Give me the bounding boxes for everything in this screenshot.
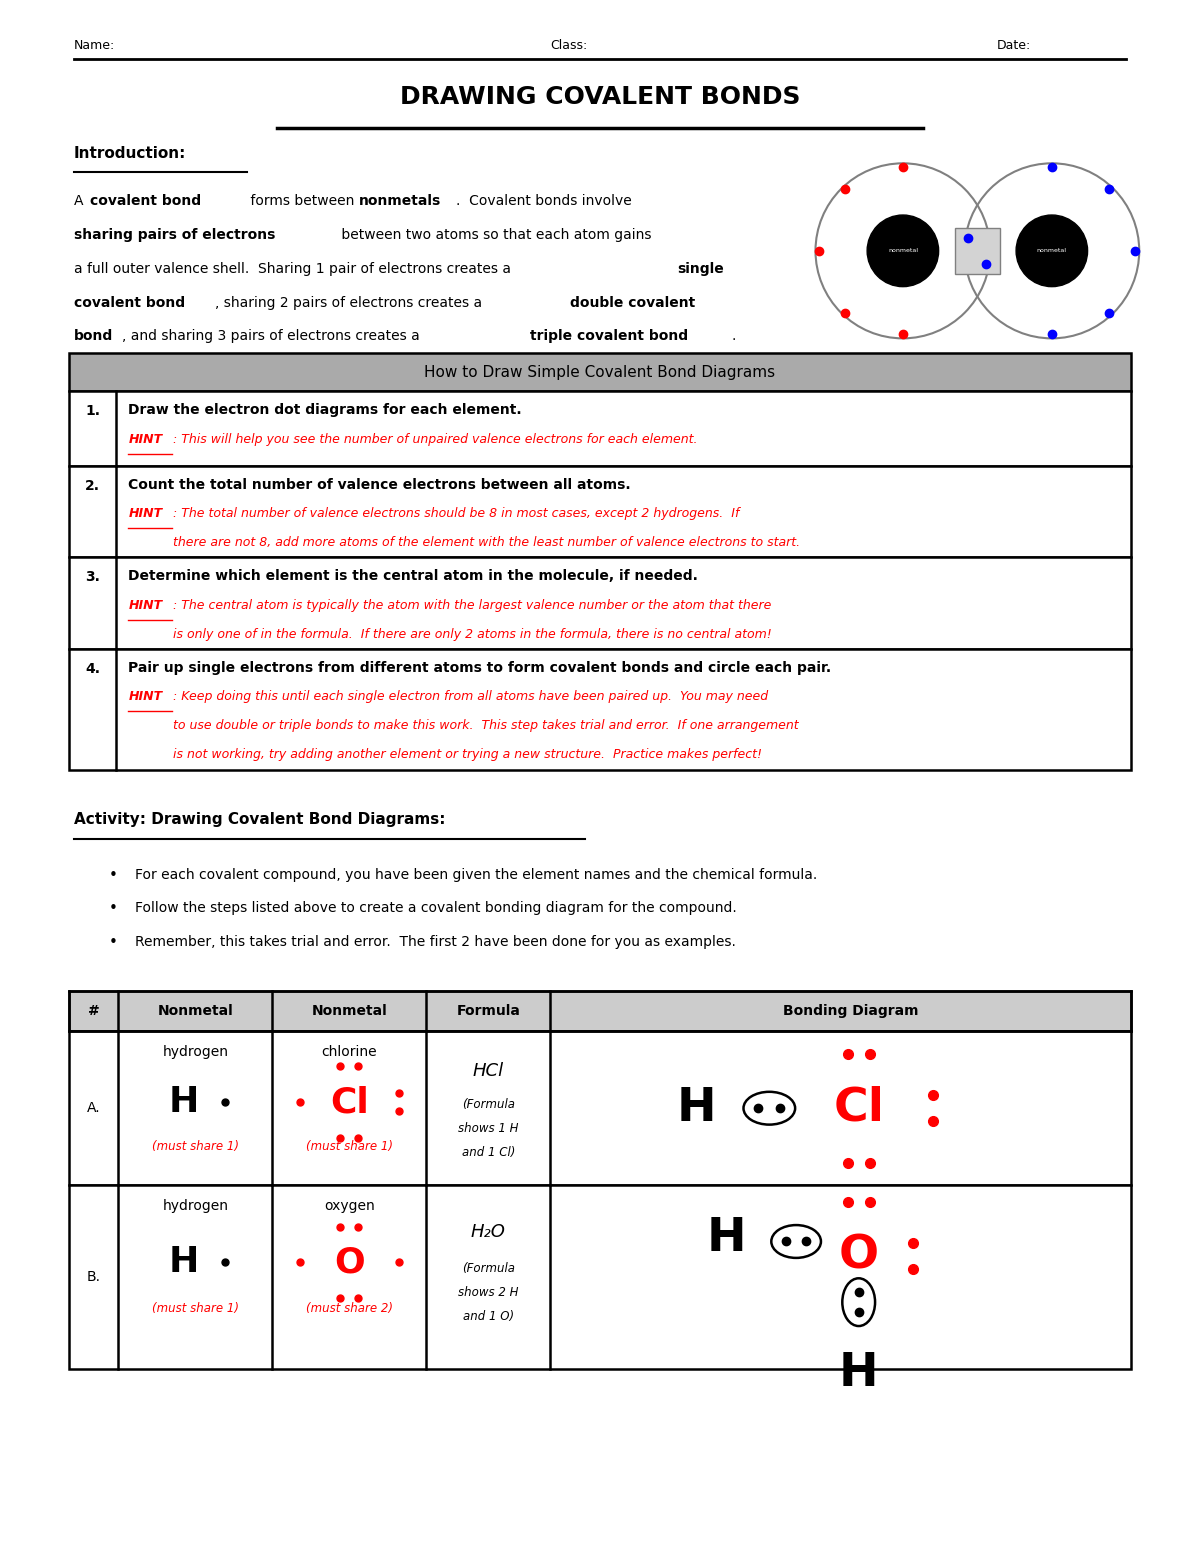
Bar [68,1031,1132,1185]
Bar [68,649,1132,770]
Text: •: • [108,935,118,950]
Text: •: • [108,901,118,916]
Text: (Formula: (Formula [462,1098,515,1112]
Text: double covalent: double covalent [570,295,696,309]
Text: H₂O: H₂O [470,1222,505,1241]
Text: •: • [108,868,118,882]
Text: HINT: HINT [128,433,162,446]
Text: Introduction:: Introduction: [73,146,186,162]
Text: hydrogen: hydrogen [162,1199,228,1213]
Text: : The total number of valence electrons should be 8 in most cases, except 2 hydr: : The total number of valence electrons … [173,508,739,520]
Text: there are not 8, add more atoms of the element with the least number of valence : there are not 8, add more atoms of the e… [173,536,800,550]
Text: (Formula: (Formula [462,1263,515,1275]
Text: covalent bond: covalent bond [90,194,200,208]
Text: to use double or triple bonds to make this work.  This step takes trial and erro: to use double or triple bonds to make th… [173,719,799,733]
Text: nonmetals: nonmetals [359,194,440,208]
Text: Date:: Date: [997,39,1032,51]
Text: DRAWING COVALENT BONDS: DRAWING COVALENT BONDS [400,85,800,109]
Text: : The central atom is typically the atom with the largest valence number or the : : The central atom is typically the atom… [173,599,772,612]
Text: is only one of in the formula.  If there are only 2 atoms in the formula, there : is only one of in the formula. If there … [173,627,772,641]
Text: #: # [88,1003,100,1017]
Text: A.: A. [86,1101,101,1115]
Text: : Keep doing this until each single electron from all atoms have been paired up.: : Keep doing this until each single elec… [173,691,768,704]
Text: bond: bond [73,329,113,343]
Text: How to Draw Simple Covalent Bond Diagrams: How to Draw Simple Covalent Bond Diagram… [425,365,775,379]
Text: (must share 2): (must share 2) [306,1301,392,1315]
Text: , sharing 2 pairs of electrons creates a: , sharing 2 pairs of electrons creates a [215,295,486,309]
Text: B.: B. [86,1270,101,1284]
Text: A: A [73,194,88,208]
Text: Determine which element is the central atom in the molecule, if needed.: Determine which element is the central a… [128,568,698,582]
Text: forms between: forms between [246,194,359,208]
Text: 2.: 2. [85,478,100,492]
Text: , and sharing 3 pairs of electrons creates a: , and sharing 3 pairs of electrons creat… [122,329,425,343]
Text: chlorine: chlorine [322,1045,377,1059]
Circle shape [1016,214,1087,287]
Text: is not working, try adding another element or trying a new structure.  Practice : is not working, try adding another eleme… [173,749,762,761]
Circle shape [868,214,938,287]
Text: 4.: 4. [85,662,100,676]
Text: 3.: 3. [85,570,100,584]
Text: H: H [839,1351,878,1396]
Text: Nonmetal: Nonmetal [311,1003,388,1017]
Text: between two atoms so that each atom gains: between two atoms so that each atom gain… [337,228,652,242]
Text: single: single [678,262,725,276]
Text: triple covalent bond: triple covalent bond [530,329,689,343]
Text: : This will help you see the number of unpaired valence electrons for each eleme: : This will help you see the number of u… [173,433,697,446]
Text: covalent bond: covalent bond [73,295,185,309]
Bar [68,466,1132,558]
Text: nonmetal: nonmetal [1037,248,1067,253]
Text: Cl: Cl [833,1086,884,1131]
Text: Name:: Name: [73,39,115,51]
Text: shows 1 H: shows 1 H [458,1123,518,1135]
Text: 1.: 1. [85,404,100,418]
Text: Follow the steps listed above to create a covalent bonding diagram for the compo: Follow the steps listed above to create … [136,901,737,915]
Text: and 1 O): and 1 O) [463,1311,514,1323]
Text: O: O [334,1246,365,1280]
Text: oxygen: oxygen [324,1199,374,1213]
Text: Formula: Formula [456,1003,521,1017]
Bar [954,228,1001,273]
Text: Count the total number of valence electrons between all atoms.: Count the total number of valence electr… [128,478,631,492]
Text: (must share 1): (must share 1) [152,1301,239,1315]
Bar [68,1185,1132,1368]
Text: H: H [707,1216,746,1261]
Text: H: H [168,1246,199,1280]
Text: .  Covalent bonds involve: . Covalent bonds involve [456,194,631,208]
Text: Activity: Drawing Covalent Bond Diagrams:: Activity: Drawing Covalent Bond Diagrams… [73,812,445,826]
Text: HINT: HINT [128,691,162,704]
Text: Nonmetal: Nonmetal [157,1003,233,1017]
Text: Bonding Diagram: Bonding Diagram [782,1003,918,1017]
Text: HCl: HCl [473,1062,504,1081]
Bar [68,391,1132,466]
Text: hydrogen: hydrogen [162,1045,228,1059]
Text: H: H [677,1086,716,1131]
Text: HINT: HINT [128,599,162,612]
Text: .: . [731,329,736,343]
Text: Pair up single electrons from different atoms to form covalent bonds and circle : Pair up single electrons from different … [128,660,832,674]
Text: For each covalent compound, you have been given the element names and the chemic: For each covalent compound, you have bee… [136,868,817,882]
Bar [68,558,1132,649]
Text: H: H [168,1086,199,1120]
Text: Class:: Class: [551,39,588,51]
Text: sharing pairs of electrons: sharing pairs of electrons [73,228,275,242]
Text: Remember, this takes trial and error.  The first 2 have been done for you as exa: Remember, this takes trial and error. Th… [136,935,736,949]
Bar [68,353,1132,391]
Text: a full outer valence shell.  Sharing 1 pair of electrons creates a: a full outer valence shell. Sharing 1 pa… [73,262,515,276]
Text: HINT: HINT [128,508,162,520]
Bar [68,991,1132,1031]
Text: nonmetal: nonmetal [888,248,918,253]
Text: (must share 1): (must share 1) [306,1140,392,1152]
Text: O: O [839,1235,878,1280]
Text: Draw the electron dot diagrams for each element.: Draw the electron dot diagrams for each … [128,404,522,418]
Text: shows 2 H: shows 2 H [458,1286,518,1300]
Text: and 1 Cl): and 1 Cl) [462,1146,515,1159]
Text: Cl: Cl [330,1086,368,1120]
Text: (must share 1): (must share 1) [152,1140,239,1152]
